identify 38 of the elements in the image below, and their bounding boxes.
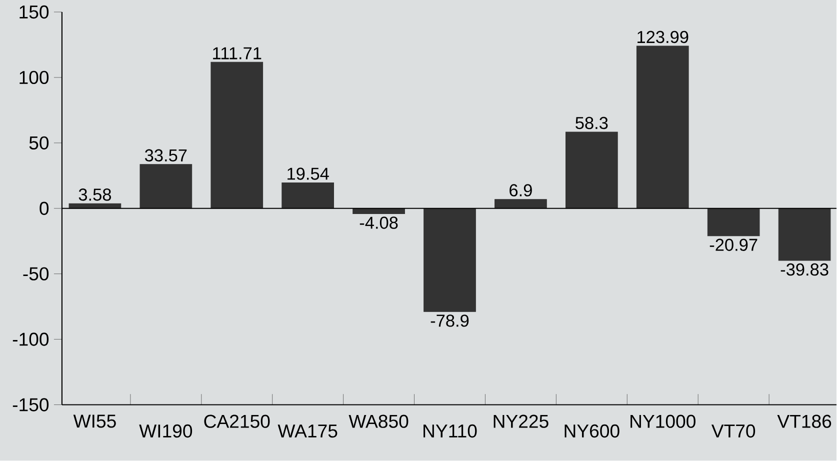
bar [494, 199, 547, 209]
y-tick-label: -50 [23, 267, 49, 281]
data-label: 6.9 [510, 184, 532, 197]
bar [210, 62, 264, 209]
y-tick-label: 100 [20, 70, 49, 84]
x-tick-label: NY225 [494, 414, 548, 428]
y-tick-label: -100 [12, 332, 49, 346]
y-tick-label: -150 [12, 398, 49, 412]
x-tick-label: WI190 [139, 424, 192, 438]
data-label: 123.99 [638, 31, 688, 44]
x-tick-label: WA175 [278, 424, 338, 438]
bar [566, 132, 618, 209]
data-label: -4.08 [360, 216, 398, 229]
data-label: 33.57 [144, 149, 187, 162]
data-label: 58.3 [576, 117, 608, 130]
bar [424, 208, 476, 312]
x-tick-label: VT70 [711, 424, 756, 438]
data-label: -78.9 [430, 314, 469, 327]
bar [707, 208, 760, 236]
data-label: -20.97 [710, 238, 758, 252]
x-tick-label: WI55 [73, 414, 116, 428]
y-tick-label: 150 [20, 6, 49, 19]
bar [140, 164, 192, 209]
bar [636, 46, 689, 209]
x-tick-label: NY1000 [630, 414, 696, 428]
bar [778, 208, 831, 261]
data-label: -39.83 [780, 264, 828, 276]
x-tick-label: WA850 [348, 414, 408, 428]
x-tick-label: VT186 [777, 414, 832, 428]
data-label: 3.58 [78, 188, 111, 201]
x-tick-label: NY600 [564, 424, 620, 438]
data-label: 19.54 [288, 168, 329, 180]
bar [282, 182, 334, 209]
x-tick-label: NY110 [424, 424, 477, 438]
x-tick-label: CA2150 [204, 414, 270, 428]
data-label: 111.71 [213, 47, 262, 60]
y-tick-label: 50 [29, 136, 49, 150]
y-tick-label: 0 [40, 202, 49, 216]
